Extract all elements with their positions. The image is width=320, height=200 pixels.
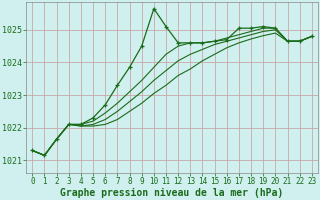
X-axis label: Graphe pression niveau de la mer (hPa): Graphe pression niveau de la mer (hPa) (60, 188, 284, 198)
